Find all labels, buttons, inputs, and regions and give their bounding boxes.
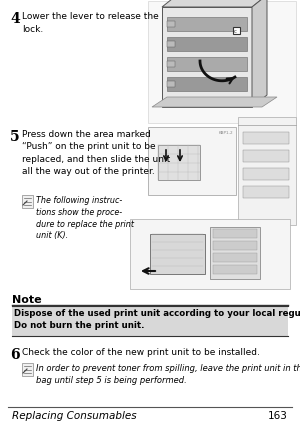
Text: Note: Note [12,294,42,304]
Text: Do not burn the print unit.: Do not burn the print unit. [14,320,145,329]
Bar [148,128,236,196]
Bar [167,42,175,48]
Bar [213,253,257,262]
Bar [130,219,290,289]
Text: Lower the lever to release the
lock.: Lower the lever to release the lock. [22,12,159,33]
Bar [22,196,33,208]
Bar [243,151,289,163]
Text: The following instruc-
tions show the proce-
dure to replace the print
unit (K).: The following instruc- tions show the pr… [36,196,134,240]
Bar [158,146,200,181]
Bar [167,18,247,32]
Text: 4: 4 [10,12,20,26]
Bar [22,363,33,376]
Text: Check the color of the new print unit to be installed.: Check the color of the new print unit to… [22,347,260,356]
Bar [167,58,247,72]
Text: 6: 6 [10,347,20,361]
Text: In order to prevent toner from spilling, leave the print unit in the
bag until s: In order to prevent toner from spilling,… [36,363,300,385]
Bar [167,78,247,92]
Bar [213,230,257,239]
Bar [210,227,260,279]
Text: Dispose of the used print unit according to your local regulations.: Dispose of the used print unit according… [14,308,300,317]
Bar [150,234,205,274]
Text: KBP1-2: KBP1-2 [218,131,233,135]
Bar [167,82,175,88]
Bar [148,2,296,124]
Bar [243,187,289,199]
Polygon shape [252,0,267,108]
Bar [243,169,289,181]
Bar [12,306,288,336]
Polygon shape [162,0,267,8]
Polygon shape [152,98,277,108]
Text: 5: 5 [10,130,20,144]
Bar [167,22,175,28]
Bar [233,28,240,35]
Text: Replacing Consumables: Replacing Consumables [12,410,136,420]
Bar [167,62,175,68]
Bar [238,118,296,225]
Text: c: c [234,29,237,34]
Bar [167,38,247,52]
Text: 163: 163 [268,410,288,420]
Text: Press down the area marked
“Push” on the print unit to be
replaced, and then sli: Press down the area marked “Push” on the… [22,130,170,176]
Bar [213,242,257,250]
Bar [213,265,257,274]
Bar [243,132,289,145]
Bar [162,8,252,108]
